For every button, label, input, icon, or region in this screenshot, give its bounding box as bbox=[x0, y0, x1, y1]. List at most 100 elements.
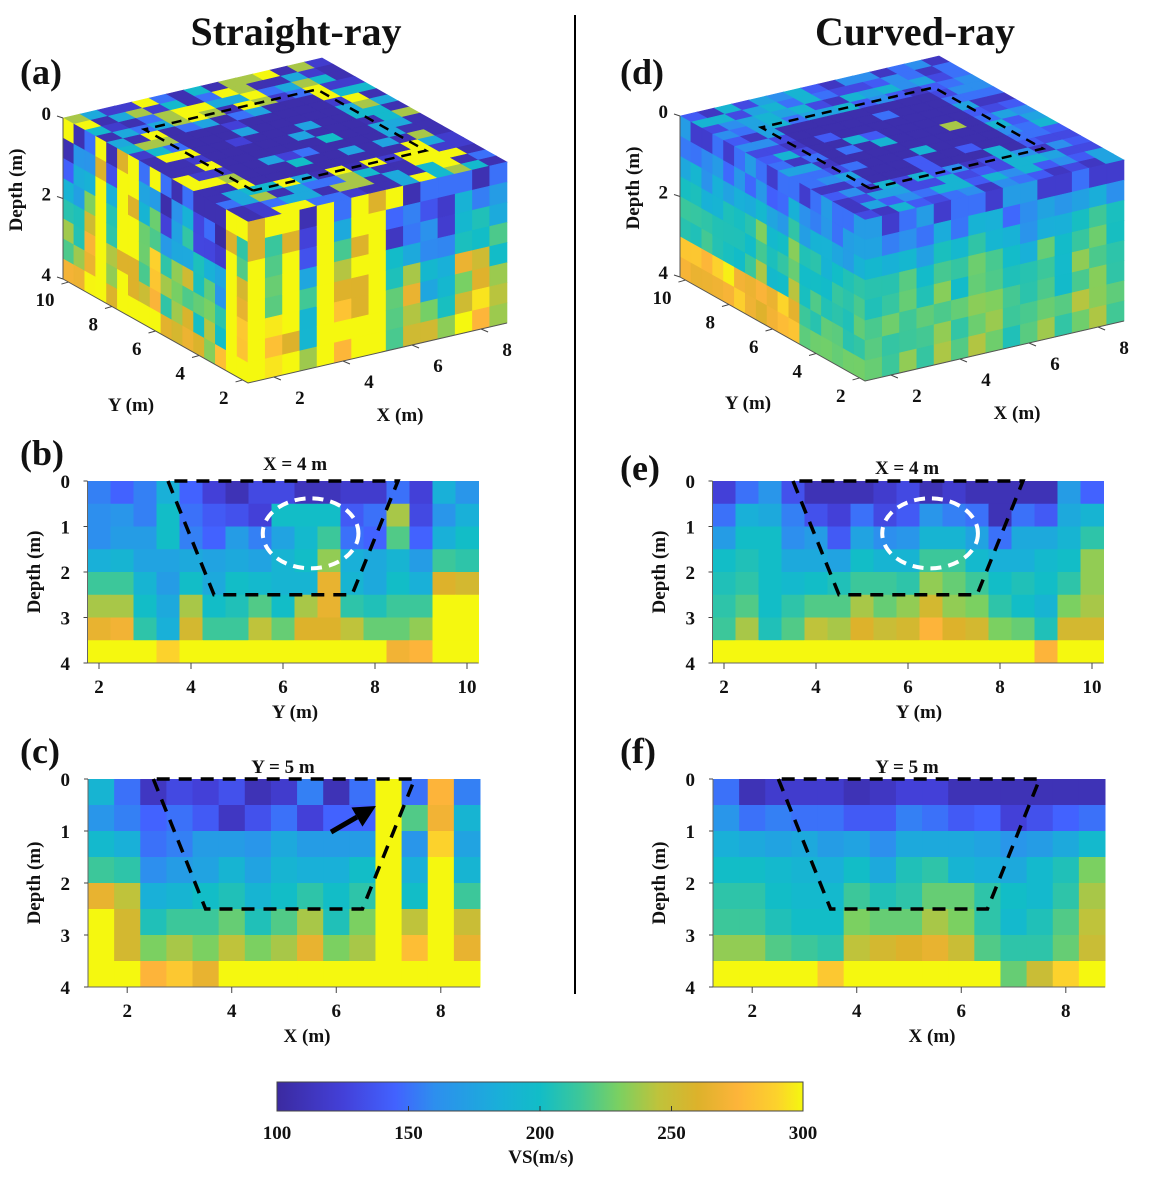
heatmap-cell bbox=[133, 481, 157, 505]
heatmap-cell bbox=[1080, 640, 1104, 664]
heatmap-cell bbox=[922, 883, 949, 910]
x-axis-label: X (m) bbox=[284, 1026, 331, 1047]
x-tick-label: 8 bbox=[995, 677, 1005, 698]
heatmap-cell bbox=[455, 617, 479, 641]
heatmap-cell bbox=[323, 883, 350, 910]
heatmap-cell bbox=[386, 572, 410, 596]
heatmap-cell bbox=[758, 549, 782, 573]
heatmap-cell bbox=[270, 779, 298, 806]
heatmap-cell bbox=[427, 857, 455, 884]
heatmap-cell bbox=[202, 503, 226, 527]
heatmap-cell bbox=[873, 503, 897, 527]
heatmap-cell bbox=[712, 617, 736, 641]
heatmap-cell bbox=[401, 909, 429, 936]
heatmap-cell bbox=[1026, 935, 1054, 962]
z-tick bbox=[673, 113, 681, 117]
heatmap-cell bbox=[869, 961, 897, 988]
heatmap-cell bbox=[988, 640, 1012, 664]
heatmap-cell bbox=[156, 617, 180, 641]
heatmap-cell bbox=[1080, 503, 1104, 527]
heatmap-cell bbox=[850, 617, 874, 641]
heatmap-cell bbox=[948, 909, 975, 936]
y-axis-label: Depth (m) bbox=[24, 842, 45, 925]
heatmap-cell bbox=[919, 526, 943, 550]
heatmap-cell bbox=[1000, 805, 1028, 832]
heatmap-cell bbox=[156, 503, 180, 527]
heatmap-cell bbox=[317, 572, 341, 596]
heatmap-cell bbox=[948, 831, 975, 858]
heatmap-cell bbox=[110, 503, 134, 527]
heatmap-cell bbox=[363, 481, 387, 505]
heatmap-cell bbox=[349, 935, 376, 962]
heatmap-cell bbox=[758, 481, 782, 505]
heatmap-cell bbox=[248, 594, 272, 618]
heatmap-cell bbox=[922, 831, 949, 858]
heatmap-cell bbox=[850, 572, 874, 596]
heatmap-cell bbox=[843, 935, 871, 962]
heatmap-cell bbox=[765, 909, 792, 936]
heatmap-cell bbox=[1052, 883, 1080, 910]
y-tick-label: 8 bbox=[705, 313, 715, 334]
y-tick bbox=[104, 306, 113, 310]
heatmap-cell bbox=[1011, 572, 1035, 596]
y-tick bbox=[808, 352, 817, 356]
heatmap-cell bbox=[1011, 503, 1035, 527]
x-tick-label: 8 bbox=[1119, 338, 1129, 359]
heatmap-cell bbox=[88, 961, 115, 988]
heatmap-cell bbox=[455, 640, 479, 664]
heatmap-cell bbox=[895, 831, 923, 858]
heatmap-cell bbox=[427, 935, 455, 962]
heatmap-cell bbox=[225, 481, 249, 505]
y-tick-label: 4 bbox=[61, 654, 71, 675]
base-axis-line bbox=[62, 278, 508, 384]
heatmap-cell bbox=[758, 503, 782, 527]
heatmap-cell bbox=[349, 857, 376, 884]
heatmap-cell bbox=[873, 549, 897, 573]
heatmap-cell bbox=[1034, 526, 1058, 550]
y-axis-label: Depth (m) bbox=[24, 531, 45, 614]
heatmap-cell bbox=[270, 805, 298, 832]
heatmap-cell bbox=[765, 883, 792, 910]
x-axis-label: X (m) bbox=[377, 405, 424, 426]
heatmap-cell bbox=[453, 779, 481, 806]
heatmap-cell bbox=[297, 935, 324, 962]
heatmap-cell bbox=[758, 594, 782, 618]
y-axis-label: Depth (m) bbox=[649, 531, 670, 614]
slice-title: X = 4 m bbox=[263, 454, 327, 475]
heatmap-cell bbox=[791, 883, 819, 910]
heatmap-cell bbox=[166, 961, 194, 988]
heatmap-cell bbox=[895, 935, 923, 962]
heatmap-cell bbox=[1011, 526, 1035, 550]
heatmap-cell bbox=[323, 857, 350, 884]
heatmap-cell bbox=[1052, 805, 1080, 832]
heatmap-cell bbox=[218, 935, 246, 962]
y-tick-label: 1 bbox=[686, 518, 696, 539]
heatmap-cell bbox=[427, 805, 455, 832]
heatmap-cell bbox=[375, 831, 403, 858]
heatmap-cell bbox=[1052, 831, 1080, 858]
heatmap-cell bbox=[922, 961, 949, 988]
heatmap-cell bbox=[218, 961, 246, 988]
trench-outline bbox=[151, 777, 418, 911]
heatmap-cell bbox=[873, 526, 897, 550]
heatmap-cell bbox=[427, 779, 455, 806]
z-tick bbox=[673, 274, 681, 278]
panel-label-d: (d) bbox=[620, 52, 664, 92]
heatmap-cell bbox=[942, 549, 966, 573]
z-tick bbox=[56, 276, 64, 280]
heatmap-cell bbox=[133, 617, 157, 641]
heatmap-cell bbox=[270, 961, 298, 988]
heatmap-cell bbox=[179, 526, 203, 550]
heatmap-cell bbox=[896, 503, 920, 527]
y-tick-label: 1 bbox=[61, 518, 71, 539]
heatmap-cell bbox=[739, 883, 766, 910]
heatmap-cell bbox=[804, 594, 828, 618]
heatmap-cell bbox=[114, 857, 141, 884]
heatmap-cell bbox=[1034, 594, 1058, 618]
heatmap-cell bbox=[386, 481, 410, 505]
heatmap-cell bbox=[110, 640, 134, 664]
heatmap-cell bbox=[156, 481, 180, 505]
heatmap-cell bbox=[244, 883, 272, 910]
heatmap-cell bbox=[817, 831, 845, 858]
heatmap-cell bbox=[323, 831, 350, 858]
